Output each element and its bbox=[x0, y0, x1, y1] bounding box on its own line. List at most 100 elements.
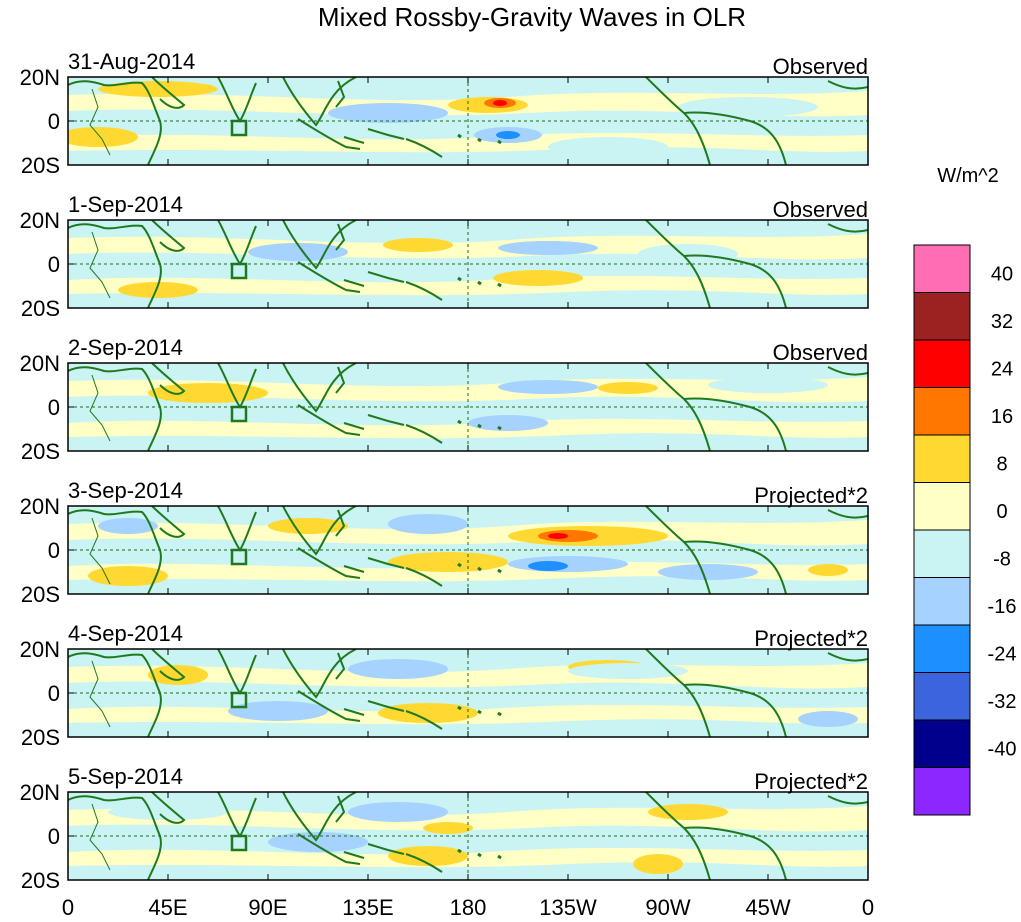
panel-date: 31-Aug-2014 bbox=[68, 49, 195, 74]
olr-anomaly-contour bbox=[118, 282, 198, 298]
figure-title: Mixed Rossby-Gravity Waves in OLR bbox=[318, 2, 746, 32]
olr-anomaly-contour bbox=[658, 564, 758, 580]
olr-anomaly-contour bbox=[598, 382, 658, 394]
panel-mode: Projected*2 bbox=[754, 626, 868, 651]
colorbar-swatch bbox=[913, 339, 971, 388]
olr-anomaly-contour bbox=[148, 665, 208, 685]
lon-tick-label: 90E bbox=[248, 895, 287, 920]
panel-mode: Projected*2 bbox=[754, 769, 868, 794]
panel-date: 5-Sep-2014 bbox=[68, 764, 183, 789]
map-panel: 3-Sep-2014 Projected*2 20N 0 20S bbox=[20, 478, 869, 607]
lat-tick-label: 0 bbox=[48, 538, 60, 563]
olr-anomaly-contour bbox=[388, 552, 508, 572]
lat-tick-label: 20N bbox=[20, 780, 60, 805]
olr-anomaly-contour bbox=[648, 804, 728, 820]
olr-anomaly-contour bbox=[228, 701, 328, 721]
lon-tick-label: 0 bbox=[62, 895, 74, 920]
olr-anomaly-contour bbox=[68, 127, 138, 147]
olr-anomaly-contour bbox=[468, 415, 548, 431]
lat-tick-label: 20N bbox=[20, 208, 60, 233]
olr-anomaly-contour bbox=[508, 556, 628, 572]
olr-anomaly-contour bbox=[348, 802, 448, 822]
lat-tick-label: 0 bbox=[48, 681, 60, 706]
colorbar-swatch bbox=[913, 529, 971, 578]
olr-anomaly-contour bbox=[548, 137, 668, 157]
lon-tick-label: 45W bbox=[745, 895, 790, 920]
map-panel: 4-Sep-2014 Projected*2 20N 0 20S bbox=[20, 621, 869, 750]
lat-tick-label: 0 bbox=[48, 395, 60, 420]
lon-tick-label: 135W bbox=[539, 895, 597, 920]
lat-tick-label: 20N bbox=[20, 637, 60, 662]
colorbar-label: -16 bbox=[988, 596, 1017, 618]
colorbar-label: 24 bbox=[991, 359, 1013, 381]
lat-tick-label: 20S bbox=[21, 725, 60, 750]
olr-anomaly-contour bbox=[493, 270, 583, 286]
olr-anomaly-contour bbox=[496, 131, 520, 139]
lat-tick-label: 0 bbox=[48, 824, 60, 849]
lat-tick-label: 20S bbox=[21, 439, 60, 464]
panel-date: 3-Sep-2014 bbox=[68, 478, 183, 503]
lon-tick-label: 135E bbox=[342, 895, 393, 920]
panel-date: 4-Sep-2014 bbox=[68, 621, 183, 646]
olr-anomaly-contour bbox=[568, 663, 688, 679]
colorbar-label: 32 bbox=[991, 311, 1013, 333]
olr-anomaly-contour bbox=[388, 846, 468, 866]
lat-tick-label: 20S bbox=[21, 868, 60, 893]
olr-anomaly-contour bbox=[348, 659, 448, 679]
lon-tick-label: 90W bbox=[645, 895, 690, 920]
lat-tick-label: 0 bbox=[48, 252, 60, 277]
olr-anomaly-contour bbox=[678, 97, 818, 117]
colorbar-swatch bbox=[913, 482, 971, 531]
lat-tick-label: 20N bbox=[20, 494, 60, 519]
olr-anomaly-contour bbox=[633, 854, 683, 874]
colorbar-label: -24 bbox=[988, 644, 1017, 666]
lat-tick-label: 20S bbox=[21, 582, 60, 607]
panel-mode: Observed bbox=[773, 340, 868, 365]
olr-anomaly-contour bbox=[328, 103, 448, 123]
colorbar-label: 0 bbox=[996, 501, 1007, 523]
colorbar-swatch bbox=[913, 244, 971, 293]
panel-mode: Observed bbox=[773, 54, 868, 79]
panel-mode: Observed bbox=[773, 197, 868, 222]
olr-anomaly-contour bbox=[148, 383, 268, 403]
lat-tick-label: 20N bbox=[20, 351, 60, 376]
olr-anomaly-contour bbox=[108, 804, 228, 820]
colorbar-swatch bbox=[913, 624, 971, 673]
olr-anomaly-contour bbox=[548, 533, 568, 539]
map-panel: 31-Aug-2014 Observed 20N 0 20S bbox=[20, 49, 869, 178]
lon-tick-label: 0 bbox=[862, 895, 874, 920]
olr-anomaly-contour bbox=[498, 380, 598, 394]
colorbar-label: 16 bbox=[991, 406, 1013, 428]
panel-date: 1-Sep-2014 bbox=[68, 192, 183, 217]
olr-anomaly-contour bbox=[808, 564, 848, 576]
colorbar-swatch bbox=[913, 577, 971, 626]
map-panel: 5-Sep-2014 Projected*2 20N 0 20S bbox=[20, 764, 869, 893]
colorbar-swatch bbox=[913, 767, 971, 816]
olr-anomaly-contour bbox=[528, 561, 568, 571]
lon-tick-label: 45E bbox=[148, 895, 187, 920]
colorbar-swatch bbox=[913, 672, 971, 721]
olr-anomaly-contour bbox=[423, 822, 473, 834]
lat-tick-label: 20S bbox=[21, 296, 60, 321]
colorbar-label: -40 bbox=[988, 739, 1017, 761]
lat-tick-label: 0 bbox=[48, 109, 60, 134]
lon-tick-label: 180 bbox=[450, 895, 487, 920]
colorbar-swatch bbox=[913, 387, 971, 436]
map-panel: 2-Sep-2014 Observed 20N 0 20S bbox=[20, 335, 869, 464]
colorbar-swatch bbox=[913, 292, 971, 341]
olr-anomaly-contour bbox=[98, 518, 158, 534]
olr-anomaly-contour bbox=[268, 832, 368, 852]
colorbar-swatch bbox=[913, 719, 971, 768]
olr-anomaly-contour bbox=[798, 711, 858, 727]
colorbar-units: W/m^2 bbox=[937, 165, 999, 187]
lat-tick-label: 20S bbox=[21, 153, 60, 178]
colorbar-label: 40 bbox=[991, 264, 1013, 286]
map-panel: 1-Sep-2014 Observed 20N 0 20S bbox=[20, 192, 869, 321]
olr-anomaly-contour bbox=[383, 238, 453, 252]
panel-date: 2-Sep-2014 bbox=[68, 335, 183, 360]
colorbar-swatch bbox=[913, 434, 971, 483]
olr-anomaly-contour bbox=[638, 244, 738, 264]
colorbar-label: -32 bbox=[988, 691, 1017, 713]
panel-mode: Projected*2 bbox=[754, 483, 868, 508]
